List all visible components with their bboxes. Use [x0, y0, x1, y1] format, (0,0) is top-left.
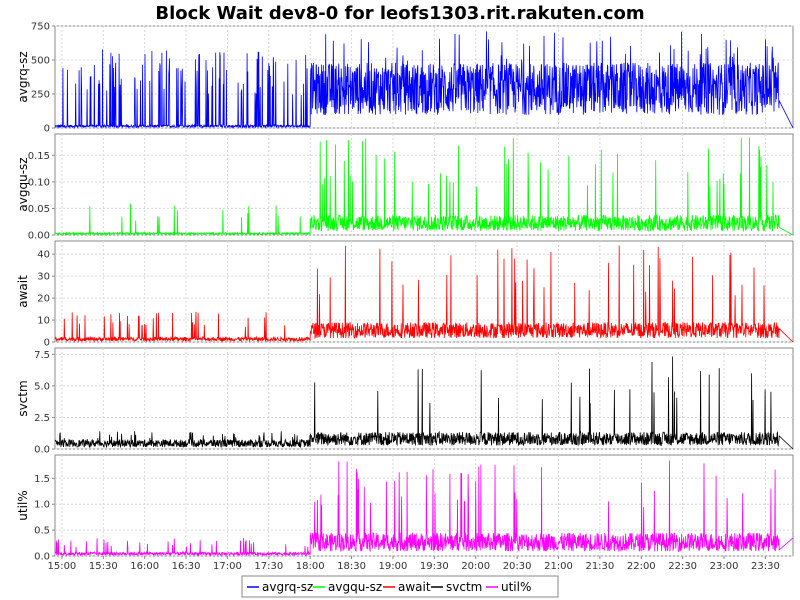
y-axis-label: svctm [16, 380, 30, 416]
legend-box [241, 575, 559, 598]
x-tick-label: 21:30 [585, 561, 614, 572]
y-tick-label: 0.0 [34, 552, 50, 563]
chart-title: Block Wait dev8-0 for leofs1303.rit.raku… [155, 3, 644, 24]
legend-label: util% [501, 580, 531, 594]
x-tick-label: 15:30 [89, 561, 118, 572]
y-tick-label: 20 [37, 294, 50, 305]
y-tick-label: 500 [31, 56, 50, 67]
legend: avgrq-sz avgqu-sz await svctm util% [241, 575, 559, 598]
y-tick-label: 0.5 [34, 526, 50, 537]
x-tick-label: 22:00 [627, 561, 656, 572]
x-tick-label: 18:30 [337, 561, 366, 572]
x-tick-label: 17:00 [213, 561, 242, 572]
x-axis: 15:00 15:30 16:00 16:30 17:00 17:30 18:00 18:30… [47, 556, 780, 572]
y-axis-label: util% [16, 490, 30, 520]
y-tick-label: 10 [37, 316, 50, 327]
legend-label: svctm [446, 580, 482, 594]
y-tick-label: 0.0 [34, 445, 50, 456]
x-tick-label: 18:00 [296, 561, 325, 572]
y-tick-label: 0.15 [28, 151, 50, 162]
y-tick-label: 30 [37, 272, 50, 283]
x-tick-label: 19:30 [420, 561, 449, 572]
y-axis-label: avgqu-sz [16, 157, 30, 211]
y-tick-label: 0 [44, 338, 50, 349]
y-tick-label: 2.5 [34, 413, 50, 424]
y-tick-label: 750 [31, 22, 50, 33]
y-tick-label: 0.05 [28, 204, 50, 215]
x-tick-label: 23:00 [710, 561, 739, 572]
y-axis-label: await [16, 275, 30, 308]
y-tick-label: 40 [37, 250, 50, 261]
plot-area [54, 347, 794, 450]
y-tick-label: 5.0 [34, 381, 50, 392]
y-tick-label: 7.5 [34, 350, 50, 361]
y-tick-label: 0.10 [28, 177, 50, 188]
x-tick-label: 22:30 [668, 561, 697, 572]
series-line-await [54, 245, 794, 343]
series-line-util [54, 460, 794, 557]
legend-label: await [398, 580, 431, 594]
x-tick-label: 20:30 [503, 561, 532, 572]
x-tick-label: 19:00 [379, 561, 408, 572]
panel-avgrqsz: 0 250 500 750 avgrq-sz [16, 22, 794, 135]
y-tick-label: 1.0 [34, 500, 50, 511]
panel-svctm: 0.0 2.5 5.0 7.5 svctm [16, 347, 794, 456]
y-tick-label: 250 [31, 90, 50, 101]
y-axis-label: avgrq-sz [16, 51, 30, 102]
x-tick-label: 16:30 [172, 561, 201, 572]
legend-label: avgqu-sz [328, 580, 382, 594]
y-tick-label: 0 [44, 124, 50, 135]
x-tick-label: 21:00 [544, 561, 573, 572]
x-tick-label: 17:30 [254, 561, 283, 572]
x-tick-label: 15:00 [47, 561, 76, 572]
y-tick-label: 0.00 [28, 231, 50, 242]
x-tick-label: 20:00 [461, 561, 490, 572]
x-tick-label: 23:30 [751, 561, 780, 572]
legend-label: avgrq-sz [262, 580, 313, 594]
x-tick-label: 16:00 [130, 561, 159, 572]
series-line-svctm [54, 356, 794, 450]
y-tick-label: 1.5 [34, 474, 50, 485]
panel-util: 0.0 0.5 1.0 1.5 util% [16, 454, 794, 563]
panels: 0250500750avgrq-sz0.000.050.100.15avgqu-… [16, 22, 794, 563]
series-line-avgrqsz [55, 31, 794, 129]
panel-await: 0 10 20 30 40 await [16, 240, 794, 349]
series-line-avgqusz [55, 137, 794, 237]
